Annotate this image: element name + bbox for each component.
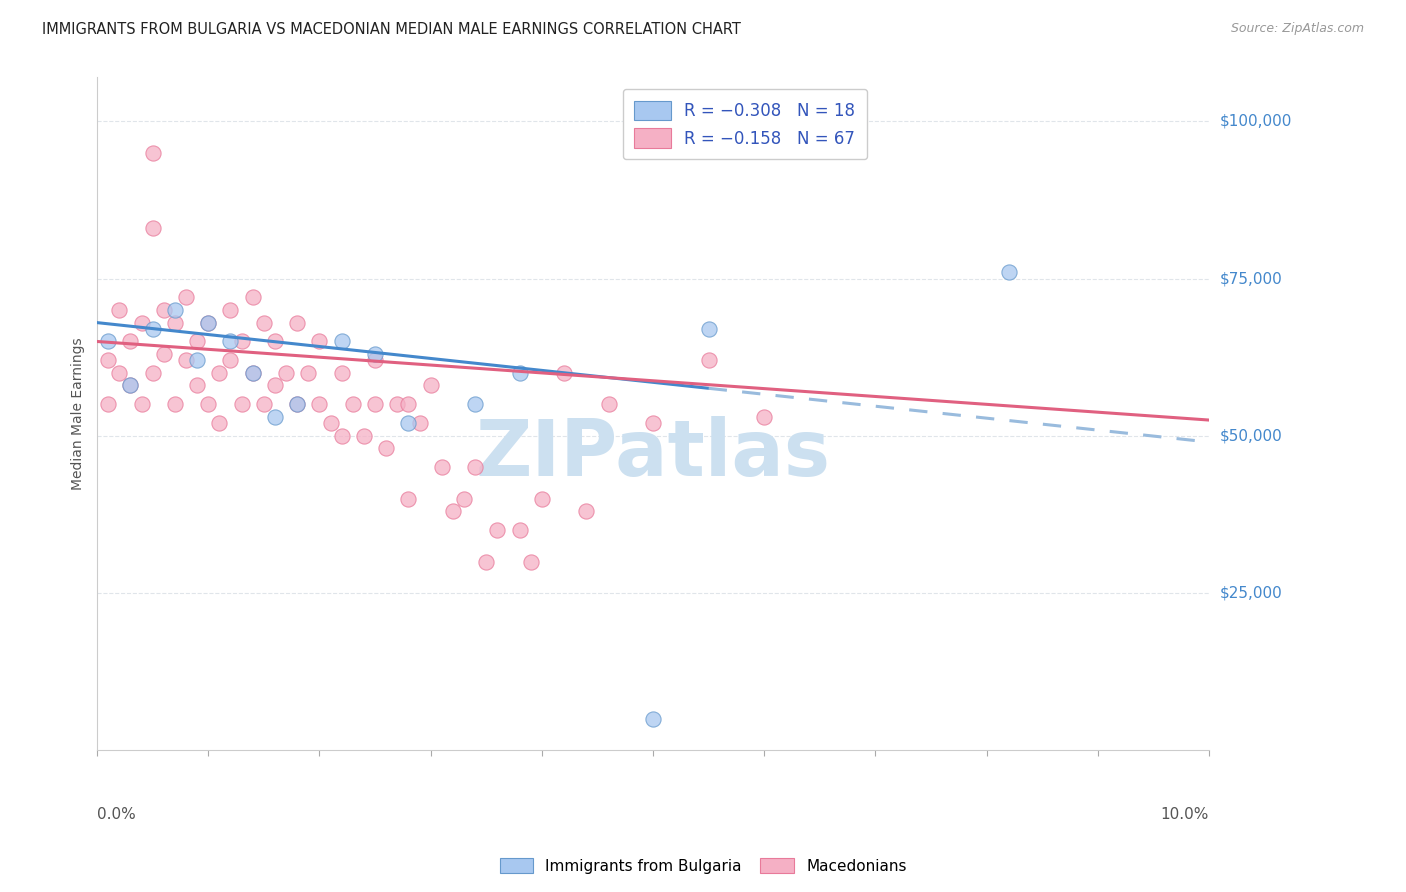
Point <box>253 397 276 411</box>
Point <box>330 366 353 380</box>
Point <box>308 334 330 349</box>
Point <box>197 316 219 330</box>
Point <box>264 334 287 349</box>
Point <box>453 491 475 506</box>
Point <box>142 322 165 336</box>
Point <box>152 347 174 361</box>
Point <box>308 397 330 411</box>
Point <box>242 366 264 380</box>
Point <box>464 397 486 411</box>
Point <box>509 523 531 537</box>
Point <box>142 221 165 235</box>
Point <box>697 353 720 368</box>
Point <box>264 378 287 392</box>
Point <box>598 397 620 411</box>
Legend: Immigrants from Bulgaria, Macedonians: Immigrants from Bulgaria, Macedonians <box>494 852 912 880</box>
Point <box>219 303 242 318</box>
Point <box>353 429 375 443</box>
Point <box>419 378 441 392</box>
Y-axis label: Median Male Earnings: Median Male Earnings <box>72 337 86 490</box>
Point <box>97 334 120 349</box>
Point <box>285 316 308 330</box>
Point <box>553 366 575 380</box>
Text: IMMIGRANTS FROM BULGARIA VS MACEDONIAN MEDIAN MALE EARNINGS CORRELATION CHART: IMMIGRANTS FROM BULGARIA VS MACEDONIAN M… <box>42 22 741 37</box>
Point <box>998 265 1021 279</box>
Point <box>519 554 541 568</box>
Point <box>285 397 308 411</box>
Point <box>197 316 219 330</box>
Point <box>264 409 287 424</box>
Point <box>231 334 253 349</box>
Point <box>575 504 598 518</box>
Point <box>242 290 264 304</box>
Point <box>285 397 308 411</box>
Point <box>186 353 208 368</box>
Point <box>231 397 253 411</box>
Point <box>108 303 131 318</box>
Point <box>486 523 509 537</box>
Point <box>219 334 242 349</box>
Point <box>754 409 776 424</box>
Point <box>131 316 153 330</box>
Point <box>464 460 486 475</box>
Point <box>186 334 208 349</box>
Point <box>697 322 720 336</box>
Point <box>396 416 419 430</box>
Point <box>396 491 419 506</box>
Point <box>408 416 430 430</box>
Point <box>364 353 387 368</box>
Point <box>530 491 553 506</box>
Point <box>475 554 498 568</box>
Point <box>375 442 398 456</box>
Point <box>364 347 387 361</box>
Point <box>387 397 409 411</box>
Point <box>186 378 208 392</box>
Point <box>142 145 165 160</box>
Point <box>174 290 197 304</box>
Text: ZIPatlas: ZIPatlas <box>475 417 831 492</box>
Point <box>641 712 664 726</box>
Point <box>330 334 353 349</box>
Text: $100,000: $100,000 <box>1220 114 1292 129</box>
Point <box>208 416 231 430</box>
Point <box>120 334 142 349</box>
Point <box>131 397 153 411</box>
Point <box>163 316 186 330</box>
Point <box>108 366 131 380</box>
Point <box>174 353 197 368</box>
Point <box>120 378 142 392</box>
Point <box>163 303 186 318</box>
Point <box>97 397 120 411</box>
Point <box>641 416 664 430</box>
Point <box>342 397 364 411</box>
Point <box>430 460 453 475</box>
Point <box>97 353 120 368</box>
Point <box>509 366 531 380</box>
Point <box>274 366 297 380</box>
Point <box>120 378 142 392</box>
Text: 10.0%: 10.0% <box>1161 807 1209 822</box>
Point <box>364 397 387 411</box>
Point <box>396 397 419 411</box>
Point <box>330 429 353 443</box>
Point <box>319 416 342 430</box>
Point <box>253 316 276 330</box>
Point <box>152 303 174 318</box>
Legend: R = −0.308   N = 18, R = −0.158   N = 67: R = −0.308 N = 18, R = −0.158 N = 67 <box>623 89 868 160</box>
Text: $25,000: $25,000 <box>1220 585 1282 600</box>
Point <box>219 353 242 368</box>
Point <box>242 366 264 380</box>
Text: $75,000: $75,000 <box>1220 271 1282 286</box>
Point <box>208 366 231 380</box>
Point <box>441 504 464 518</box>
Point <box>163 397 186 411</box>
Point <box>197 397 219 411</box>
Point <box>142 366 165 380</box>
Point <box>297 366 319 380</box>
Text: $50,000: $50,000 <box>1220 428 1282 443</box>
Text: Source: ZipAtlas.com: Source: ZipAtlas.com <box>1230 22 1364 36</box>
Text: 0.0%: 0.0% <box>97 807 136 822</box>
